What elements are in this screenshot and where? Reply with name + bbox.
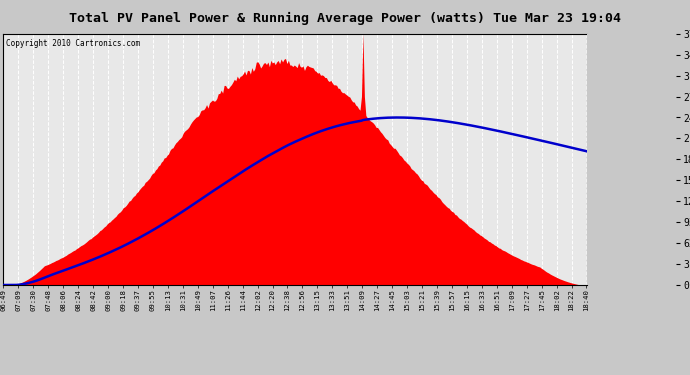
Text: Total PV Panel Power & Running Average Power (watts) Tue Mar 23 19:04: Total PV Panel Power & Running Average P… xyxy=(69,12,621,25)
Text: Copyright 2010 Cartronics.com: Copyright 2010 Cartronics.com xyxy=(6,39,141,48)
